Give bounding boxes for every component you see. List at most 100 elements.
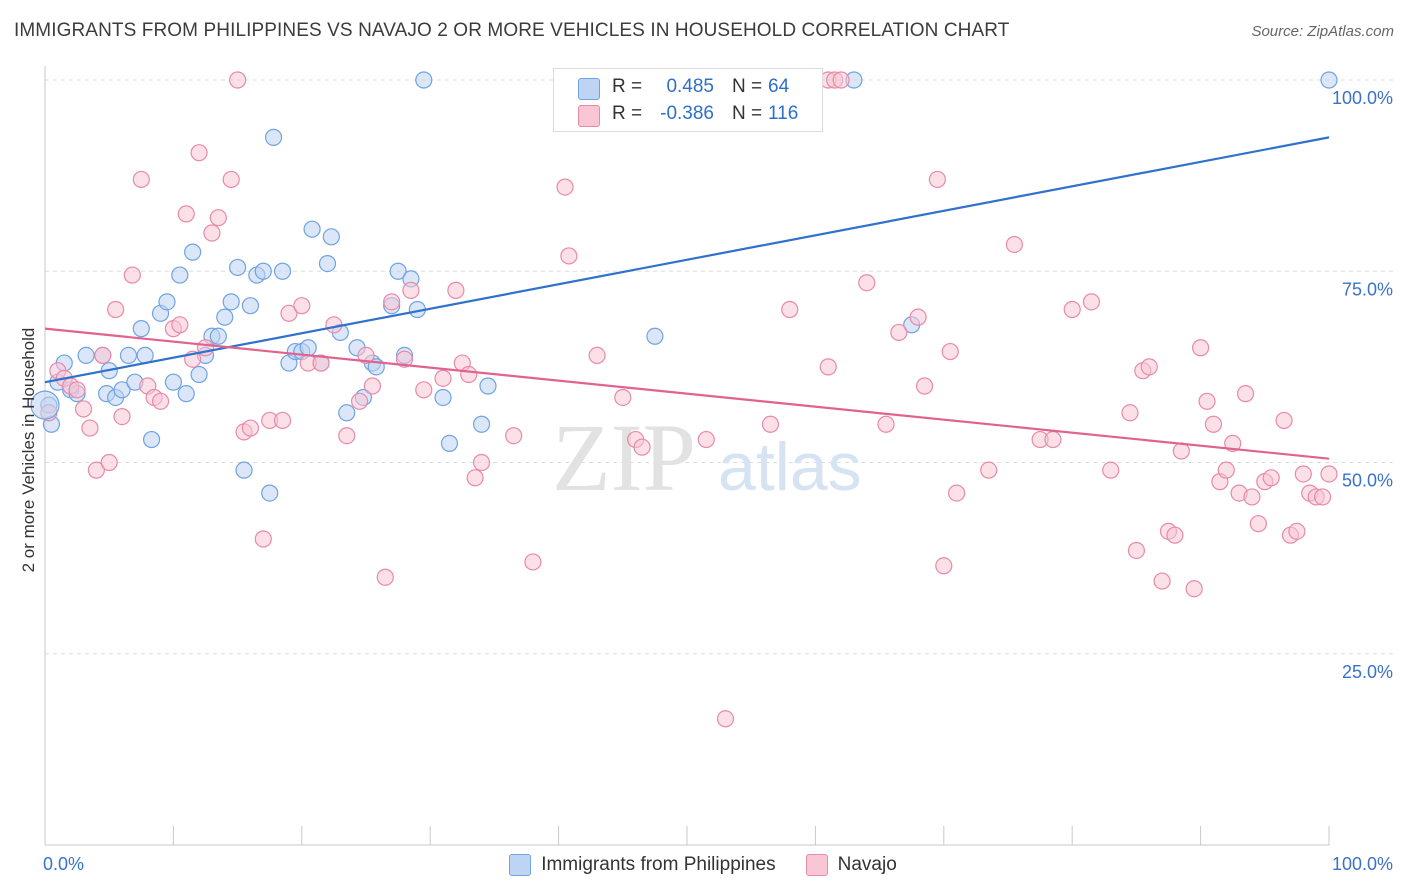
point-navajo xyxy=(350,392,369,410)
point-philippines xyxy=(303,220,321,238)
point-navajo xyxy=(890,323,908,342)
point-philippines xyxy=(434,388,452,407)
point-philippines xyxy=(158,293,176,311)
point-navajo xyxy=(1262,469,1280,487)
watermark-atlas: atlas xyxy=(718,429,862,505)
point-philippines xyxy=(415,71,433,89)
point-navajo xyxy=(1082,293,1101,311)
point-navajo xyxy=(928,170,946,189)
point-philippines xyxy=(177,385,195,403)
r-value: -0.386 xyxy=(660,103,714,124)
legend-item-navajo[interactable]: Navajo xyxy=(805,854,897,876)
point-navajo xyxy=(633,438,651,456)
point-navajo xyxy=(74,400,93,418)
point-navajo xyxy=(1217,461,1235,479)
x-tick-label: 100.0% xyxy=(1332,854,1393,874)
point-philippines xyxy=(235,461,253,479)
point-philippines xyxy=(646,327,664,345)
point-philippines xyxy=(440,434,459,452)
point-navajo xyxy=(1044,430,1062,449)
point-navajo xyxy=(376,568,394,586)
point-navajo xyxy=(832,71,850,89)
point-navajo xyxy=(87,461,105,479)
point-navajo xyxy=(1172,442,1190,460)
point-navajo xyxy=(357,346,375,364)
point-navajo xyxy=(781,300,799,319)
stats-swatch-navajo xyxy=(578,105,600,127)
point-navajo xyxy=(312,354,330,372)
point-navajo xyxy=(1121,404,1139,422)
y-tick-label: 100.0% xyxy=(1332,88,1393,108)
point-navajo xyxy=(466,469,484,487)
point-philippines xyxy=(216,308,234,326)
point-navajo xyxy=(1288,522,1306,540)
point-navajo xyxy=(948,484,966,502)
stats-row-navajo: R = -0.386 N = 116 xyxy=(554,101,822,129)
tick-labels: 25.0% 50.0% 75.0% 100.0% 0.0% 100.0% xyxy=(43,88,1393,874)
point-navajo xyxy=(209,209,227,227)
point-navajo xyxy=(505,427,523,445)
point-navajo xyxy=(1127,541,1146,560)
trend-lines xyxy=(44,136,1330,460)
point-philippines xyxy=(338,404,356,422)
point-navajo xyxy=(402,281,420,299)
point-navajo xyxy=(1166,526,1184,544)
point-navajo xyxy=(1313,488,1332,506)
point-philippines xyxy=(164,373,182,391)
point-navajo xyxy=(190,144,208,162)
r-value: 0.485 xyxy=(666,76,714,97)
point-navajo xyxy=(560,247,578,265)
point-navajo xyxy=(81,419,99,437)
point-navajo xyxy=(338,427,356,445)
point-navajo xyxy=(1236,385,1255,403)
point-navajo xyxy=(434,369,452,387)
trend-line-philippines xyxy=(44,136,1330,384)
point-philippines xyxy=(389,262,407,280)
point-navajo xyxy=(472,453,491,472)
point-philippines xyxy=(171,266,189,284)
chart-title: IMMIGRANTS FROM PHILIPPINES VS NAVAJO 2 … xyxy=(14,20,1010,41)
y-tick-label: 50.0% xyxy=(1342,471,1393,491)
point-navajo xyxy=(941,342,959,361)
y-tick-label: 25.0% xyxy=(1342,662,1393,682)
point-navajo xyxy=(113,408,131,426)
n-value: 116 xyxy=(768,103,799,124)
point-navajo xyxy=(363,377,382,395)
n-value: 64 xyxy=(768,76,790,97)
point-navajo xyxy=(1153,572,1171,590)
legend-label-philippines: Immigrants from Philippines xyxy=(541,854,776,875)
legend-item-philippines[interactable]: Immigrants from Philippines xyxy=(509,854,776,876)
point-navajo xyxy=(447,281,465,299)
point-navajo xyxy=(980,461,998,479)
point-philippines xyxy=(142,430,161,449)
point-navajo xyxy=(132,170,150,189)
point-philippines xyxy=(119,346,138,364)
point-philippines xyxy=(209,327,227,345)
point-navajo xyxy=(909,308,927,326)
correlation-stats-box: R = 0.485 N = 64 R = -0.386 N = 116 xyxy=(553,68,823,132)
point-navajo xyxy=(273,411,292,430)
point-navajo xyxy=(460,365,478,384)
point-navajo xyxy=(151,392,170,410)
point-navajo xyxy=(293,297,311,315)
point-navajo xyxy=(556,178,574,196)
point-navajo xyxy=(68,381,86,399)
point-philippines xyxy=(113,381,131,399)
point-navajo xyxy=(254,530,272,548)
point-navajo xyxy=(177,205,195,223)
point-navajo xyxy=(524,553,542,571)
point-navajo xyxy=(1275,411,1293,430)
point-philippines xyxy=(254,262,272,280)
point-navajo xyxy=(395,350,414,368)
point-navajo xyxy=(1243,488,1261,506)
point-navajo xyxy=(107,300,125,319)
point-philippines xyxy=(472,415,491,433)
point-navajo xyxy=(588,346,606,364)
point-navajo xyxy=(761,415,780,433)
point-philippines xyxy=(30,390,60,420)
point-philippines xyxy=(229,258,247,277)
watermark: ZIP atlas xyxy=(552,404,862,511)
point-navajo xyxy=(935,557,953,575)
y-tick-label: 75.0% xyxy=(1342,279,1393,299)
source-label: Source: ZipAtlas.com xyxy=(1251,23,1394,40)
